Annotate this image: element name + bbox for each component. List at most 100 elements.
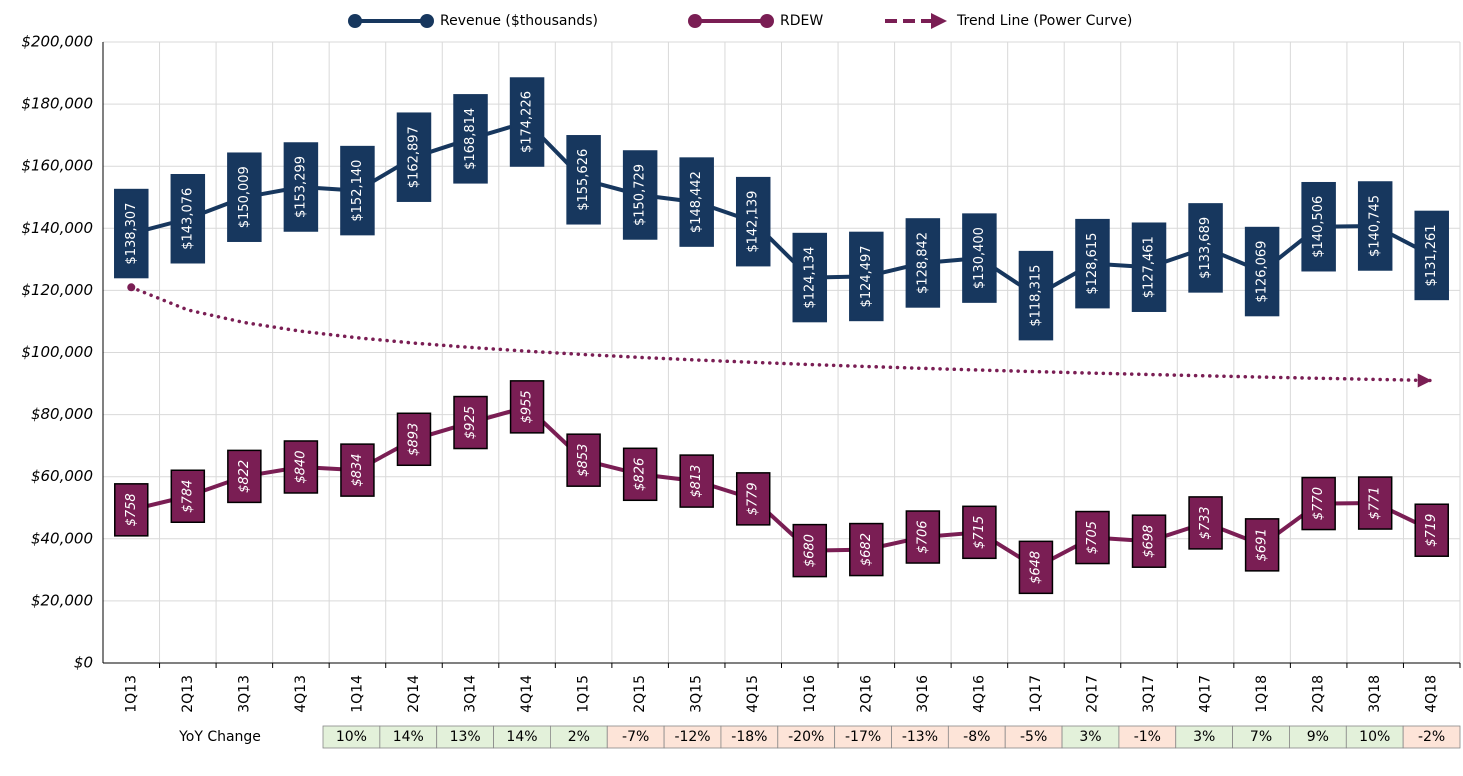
label-box: [1414, 503, 1449, 557]
y-tick-label: $200,000: [21, 33, 93, 51]
x-tick-label: 2Q18: [1311, 675, 1327, 713]
data-label: $153,299: [293, 156, 308, 218]
x-tick-label: 2Q17: [1084, 675, 1100, 713]
x-tick-label: 4Q17: [1198, 675, 1214, 713]
legend-marker: [688, 14, 702, 28]
data-label: $155,626: [576, 149, 591, 211]
label-box: [1075, 510, 1110, 565]
yoy-value: 10%: [336, 729, 367, 745]
x-tick-label: 1Q13: [123, 675, 139, 713]
label-box: [340, 443, 375, 497]
y-tick-label: $60,000: [31, 467, 93, 485]
data-label: $691: [1255, 528, 1270, 561]
label-box: [1188, 496, 1223, 550]
label-box: [1357, 181, 1393, 271]
x-tick-label: 1Q17: [1028, 675, 1044, 713]
yoy-value: 10%: [1359, 729, 1390, 745]
y-tick-label: $140,000: [21, 219, 93, 237]
data-label: $138,307: [124, 203, 139, 265]
data-label: $822: [237, 460, 252, 493]
yoy-value: -1%: [1134, 729, 1161, 745]
label-box: [849, 231, 884, 322]
y-tick-label: $180,000: [21, 95, 93, 113]
label-box: [1244, 226, 1280, 317]
yoy-value: -13%: [902, 729, 938, 745]
data-label: $126,069: [1255, 241, 1270, 303]
label-box: [1244, 518, 1280, 572]
x-tick-label: 1Q15: [576, 675, 592, 713]
data-label: $124,134: [802, 247, 817, 309]
label-box: [170, 173, 206, 264]
data-label: $784: [180, 480, 195, 513]
data-label: $733: [1198, 506, 1213, 539]
data-label: $128,615: [1085, 233, 1100, 295]
data-label: $770: [1311, 487, 1326, 520]
data-label: $893: [406, 423, 421, 456]
label-box: [1301, 476, 1336, 531]
x-tick-label: 4Q16: [971, 675, 987, 713]
x-tick-label: 3Q14: [463, 675, 479, 713]
trend-arrow: [1417, 373, 1432, 388]
label-box: [396, 112, 432, 202]
data-label: $168,814: [463, 108, 478, 170]
label-box: [509, 77, 545, 167]
label-box: [679, 454, 714, 508]
x-tick-label: 3Q18: [1367, 675, 1383, 713]
label-box: [735, 472, 771, 526]
x-tick-label: 2Q16: [858, 675, 874, 713]
data-label: $840: [293, 450, 308, 483]
yoy-value: 7%: [1250, 729, 1272, 745]
yoy-value: -7%: [622, 729, 649, 745]
data-label: $128,842: [915, 232, 930, 294]
yoy-value: -2%: [1418, 729, 1445, 745]
data-label: $706: [915, 520, 930, 553]
yoy-value: 13%: [450, 729, 481, 745]
data-label: $152,140: [350, 160, 365, 222]
x-tick-label: 1Q14: [349, 675, 365, 713]
label-box: [1301, 181, 1336, 272]
data-label: $118,315: [1028, 265, 1043, 327]
label-box: [905, 510, 941, 564]
legend-label: RDEW: [780, 13, 823, 29]
yoy-value: 3%: [1079, 729, 1101, 745]
x-tick-label: 3Q17: [1141, 675, 1157, 713]
label-box: [905, 218, 941, 308]
y-tick-label: $120,000: [21, 281, 93, 299]
data-label: $124,497: [859, 245, 874, 307]
trend-start: [127, 283, 136, 292]
x-tick-label: 3Q15: [689, 675, 705, 713]
label-box: [962, 213, 997, 303]
label-box: [566, 135, 601, 225]
data-label: $758: [124, 493, 139, 526]
yoy-value: 14%: [506, 729, 537, 745]
label-box: [792, 232, 828, 323]
label-box: [1357, 476, 1393, 530]
data-label: $715: [972, 516, 987, 549]
label-box: [1018, 250, 1054, 341]
data-label: $955: [520, 390, 535, 423]
data-label: $130,400: [972, 227, 987, 289]
data-label: $131,261: [1424, 224, 1439, 286]
data-label: $826: [633, 458, 648, 491]
legend-marker: [348, 14, 362, 28]
yoy-value: 14%: [393, 729, 424, 745]
legend-label: Revenue ($thousands): [440, 13, 598, 29]
data-label: $140,506: [1311, 196, 1326, 258]
x-tick-label: 4Q14: [519, 675, 535, 713]
label-box: [170, 469, 206, 523]
label-box: [1075, 218, 1110, 309]
data-label: $150,729: [633, 164, 648, 226]
data-label: $682: [859, 533, 874, 566]
x-tick-label: 2Q14: [406, 675, 422, 713]
x-tick-label: 3Q13: [236, 675, 252, 713]
data-label: $779: [746, 482, 761, 515]
x-tick-label: 1Q18: [1254, 675, 1270, 713]
label-box: [114, 188, 149, 279]
label-box: [1131, 222, 1167, 312]
data-label: $719: [1424, 514, 1439, 547]
legend-label: Trend Line (Power Curve): [956, 13, 1132, 29]
yoy-value: -12%: [674, 729, 710, 745]
label-box: [566, 433, 601, 487]
label-box: [227, 449, 262, 504]
data-label: $127,461: [1142, 236, 1157, 298]
